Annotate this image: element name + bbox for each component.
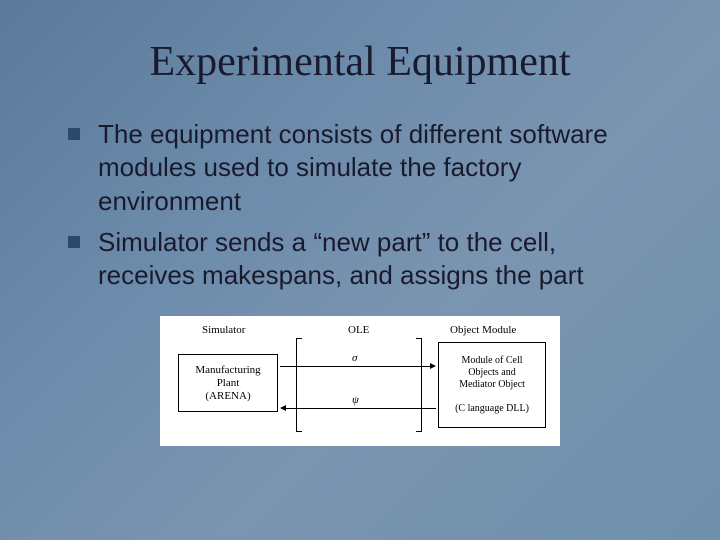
- object-module-label: Object Module: [450, 324, 516, 336]
- architecture-diagram: Simulator OLE Object Module Manufacturin…: [160, 316, 560, 446]
- arrow-line: [286, 408, 436, 409]
- bullet-text: Simulator sends a “new part” to the cell…: [98, 226, 660, 293]
- sigma-label: σ: [352, 352, 357, 364]
- list-item: Simulator sends a “new part” to the cell…: [68, 226, 660, 293]
- diagram-container: Simulator OLE Object Module Manufacturin…: [60, 316, 660, 446]
- bullet-list: The equipment consists of different soft…: [60, 118, 660, 292]
- right-box: Module of Cell Objects and Mediator Obje…: [438, 342, 546, 428]
- square-bullet-icon: [68, 128, 80, 140]
- left-bracket-icon: [296, 338, 302, 432]
- simulator-label: Simulator: [202, 324, 245, 336]
- slide-title: Experimental Equipment: [60, 38, 660, 86]
- ole-label: OLE: [348, 324, 369, 336]
- arrow-right-icon: [430, 363, 436, 369]
- arrow-line: [280, 366, 430, 367]
- bullet-text: The equipment consists of different soft…: [98, 118, 660, 218]
- left-box: Manufacturing Plant (ARENA): [178, 354, 278, 412]
- slide: Experimental Equipment The equipment con…: [0, 0, 720, 540]
- list-item: The equipment consists of different soft…: [68, 118, 660, 218]
- psi-label: ψ: [352, 394, 359, 406]
- square-bullet-icon: [68, 236, 80, 248]
- arrow-left-icon: [280, 405, 286, 411]
- right-bracket-icon: [416, 338, 422, 432]
